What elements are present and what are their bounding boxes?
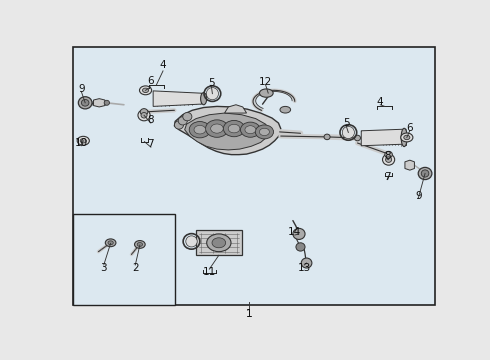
Ellipse shape bbox=[245, 126, 256, 134]
Ellipse shape bbox=[81, 99, 89, 106]
Text: 5: 5 bbox=[208, 77, 215, 87]
Text: 13: 13 bbox=[297, 263, 311, 273]
Text: 14: 14 bbox=[288, 227, 301, 237]
Ellipse shape bbox=[135, 240, 145, 248]
Polygon shape bbox=[94, 99, 105, 107]
Ellipse shape bbox=[280, 107, 291, 113]
Ellipse shape bbox=[324, 134, 330, 140]
Text: 5: 5 bbox=[343, 118, 349, 128]
Ellipse shape bbox=[383, 154, 394, 165]
Ellipse shape bbox=[140, 109, 148, 115]
Ellipse shape bbox=[140, 86, 151, 95]
Ellipse shape bbox=[200, 93, 207, 105]
Text: 4: 4 bbox=[160, 60, 166, 70]
Text: 7: 7 bbox=[147, 139, 154, 149]
Text: 6: 6 bbox=[407, 123, 413, 133]
Ellipse shape bbox=[223, 121, 245, 137]
Ellipse shape bbox=[212, 238, 226, 248]
Text: 1: 1 bbox=[246, 309, 252, 319]
Ellipse shape bbox=[418, 167, 432, 180]
Ellipse shape bbox=[78, 97, 92, 109]
Text: 8: 8 bbox=[384, 151, 391, 161]
Ellipse shape bbox=[296, 243, 305, 251]
Polygon shape bbox=[153, 91, 202, 107]
Ellipse shape bbox=[178, 117, 187, 125]
Text: 10: 10 bbox=[75, 138, 88, 148]
Ellipse shape bbox=[421, 170, 429, 177]
Ellipse shape bbox=[260, 89, 273, 97]
Ellipse shape bbox=[138, 110, 150, 121]
Ellipse shape bbox=[77, 136, 89, 145]
Ellipse shape bbox=[186, 236, 197, 247]
Bar bbox=[73, 214, 175, 305]
Ellipse shape bbox=[206, 87, 219, 100]
Ellipse shape bbox=[228, 124, 240, 133]
Ellipse shape bbox=[385, 151, 392, 158]
Ellipse shape bbox=[194, 125, 206, 134]
Text: 4: 4 bbox=[377, 97, 384, 107]
Ellipse shape bbox=[386, 157, 392, 162]
Ellipse shape bbox=[189, 122, 211, 138]
Ellipse shape bbox=[241, 122, 260, 137]
Polygon shape bbox=[224, 105, 246, 113]
Text: 11: 11 bbox=[203, 267, 216, 277]
Text: 3: 3 bbox=[100, 263, 107, 273]
Ellipse shape bbox=[105, 239, 116, 247]
Ellipse shape bbox=[183, 112, 192, 121]
Polygon shape bbox=[174, 107, 281, 155]
Ellipse shape bbox=[104, 100, 109, 105]
Ellipse shape bbox=[301, 258, 312, 268]
Polygon shape bbox=[405, 160, 415, 170]
Text: 6: 6 bbox=[147, 76, 154, 86]
Ellipse shape bbox=[401, 133, 413, 142]
Ellipse shape bbox=[342, 126, 354, 139]
Text: 2: 2 bbox=[132, 263, 139, 273]
Polygon shape bbox=[361, 129, 406, 146]
Ellipse shape bbox=[141, 112, 147, 118]
Polygon shape bbox=[185, 113, 270, 150]
Ellipse shape bbox=[80, 139, 86, 143]
Bar bbox=[196, 230, 242, 255]
Ellipse shape bbox=[206, 120, 228, 137]
Ellipse shape bbox=[354, 135, 361, 141]
Text: 7: 7 bbox=[384, 172, 391, 182]
Text: 9: 9 bbox=[78, 84, 85, 94]
Text: 9: 9 bbox=[415, 191, 421, 201]
Ellipse shape bbox=[259, 128, 270, 136]
Ellipse shape bbox=[255, 125, 273, 139]
Text: 1: 1 bbox=[246, 309, 252, 319]
Ellipse shape bbox=[174, 121, 184, 129]
Text: 8: 8 bbox=[147, 115, 154, 125]
Ellipse shape bbox=[401, 128, 407, 147]
Ellipse shape bbox=[143, 88, 148, 93]
Ellipse shape bbox=[108, 241, 113, 245]
Text: 12: 12 bbox=[259, 77, 272, 87]
Ellipse shape bbox=[137, 243, 143, 246]
Ellipse shape bbox=[211, 124, 223, 133]
Ellipse shape bbox=[207, 234, 231, 252]
Ellipse shape bbox=[293, 228, 305, 239]
Ellipse shape bbox=[404, 135, 410, 140]
